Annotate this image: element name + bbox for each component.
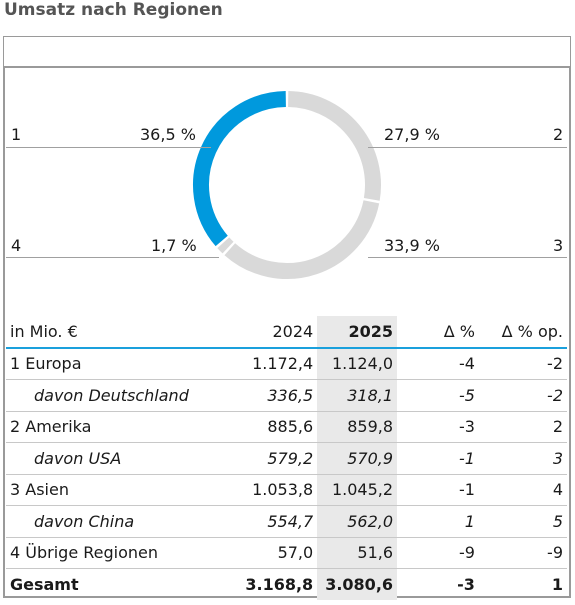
leader-line-1	[6, 147, 211, 148]
row-name: davon Deutschland	[6, 380, 230, 412]
row-delta-op: 4	[478, 475, 567, 506]
header-delta-op: Δ % op.	[478, 316, 567, 349]
row-delta: -9	[397, 538, 479, 569]
donut-slice-2	[287, 91, 381, 201]
row-delta: -1	[397, 475, 479, 506]
slice-label-2: 27,9 %	[384, 125, 440, 144]
row-delta: -5	[397, 380, 479, 412]
row-name: davon China	[6, 506, 230, 538]
row-delta-op: -2	[478, 349, 567, 380]
row-2025: 859,8	[317, 411, 398, 443]
row-name: davon USA	[6, 443, 230, 475]
row-2025: 570,9	[317, 443, 398, 475]
header-bar	[3, 36, 571, 66]
row-delta-op: 1	[551, 574, 563, 594]
table-header-row: in Mio. € 2024 2025 Δ % Δ % op.	[6, 316, 567, 349]
slice-category-2: 2	[553, 125, 564, 144]
header-2025: 2025	[317, 316, 398, 349]
regions-table: in Mio. € 2024 2025 Δ % Δ % op. 1 Europa…	[6, 316, 567, 600]
row-name: 1 Europa	[6, 349, 230, 380]
row-2024: 3.168,8	[245, 574, 314, 594]
row-delta: -3	[457, 574, 475, 594]
table-total-row: Gesamt 3.168,8 3.080,6 -3 1	[6, 569, 567, 600]
row-2024: 579,2	[229, 443, 318, 475]
row-2025: 3.080,6	[317, 569, 398, 600]
row-2025: 51,6	[317, 537, 398, 569]
table-row: 4 Übrige Regionen 57,0 51,6 -9 -9	[6, 537, 567, 569]
row-2024: 885,6	[229, 412, 318, 443]
donut-slice-4	[217, 237, 234, 254]
row-2024: 336,5	[229, 380, 318, 412]
page-title: Umsatz nach Regionen	[4, 0, 223, 20]
row-2024: 1.053,8	[229, 475, 318, 506]
header-unit: in Mio. €	[6, 316, 230, 349]
row-delta-op: 5	[478, 506, 567, 538]
donut-slice-3	[224, 200, 380, 279]
table-row: 1 Europa 1.172,4 1.124,0 -4 -2	[6, 348, 567, 380]
row-delta-op: 3	[478, 443, 567, 475]
row-2025: 1.124,0	[317, 348, 398, 380]
row-delta: -4	[397, 349, 479, 380]
row-name: 4 Übrige Regionen	[6, 538, 230, 569]
slice-category-4: 4	[11, 236, 22, 255]
table-row: 3 Asien 1.053,8 1.045,2 -1 4	[6, 474, 567, 506]
row-2024: 1.172,4	[229, 349, 318, 380]
row-2024: 57,0	[229, 538, 318, 569]
row-name: 3 Asien	[6, 475, 230, 506]
slice-label-1: 36,5 %	[140, 125, 196, 144]
row-2024: 554,7	[229, 506, 318, 538]
row-delta: -3	[397, 412, 479, 443]
header-2024: 2024	[229, 316, 318, 349]
donut-slice-1	[193, 91, 287, 247]
slice-category-3: 3	[553, 236, 564, 255]
slice-label-3: 33,9 %	[384, 236, 440, 255]
row-delta-op: 2	[478, 412, 567, 443]
row-name: Gesamt	[10, 574, 79, 594]
slice-label-4: 1,7 %	[151, 236, 197, 255]
table-row: davon USA 579,2 570,9 -1 3	[6, 443, 567, 475]
leader-line-4	[6, 257, 219, 258]
row-2025: 318,1	[317, 380, 398, 412]
row-delta: 1	[397, 506, 479, 538]
row-2025: 1.045,2	[317, 474, 398, 506]
row-name: 2 Amerika	[6, 412, 230, 443]
row-delta-op: -2	[478, 380, 567, 412]
table-row: davon Deutschland 336,5 318,1 -5 -2	[6, 380, 567, 412]
row-delta: -1	[397, 443, 479, 475]
header-delta: Δ %	[397, 316, 479, 349]
leader-line-2	[368, 147, 567, 148]
slice-category-1: 1	[11, 125, 22, 144]
row-2025: 562,0	[317, 506, 398, 538]
table-row: 2 Amerika 885,6 859,8 -3 2	[6, 411, 567, 443]
row-delta-op: -9	[478, 538, 567, 569]
table-row: davon China 554,7 562,0 1 5	[6, 506, 567, 538]
chart-frame	[3, 66, 571, 598]
leader-line-3	[368, 257, 567, 258]
